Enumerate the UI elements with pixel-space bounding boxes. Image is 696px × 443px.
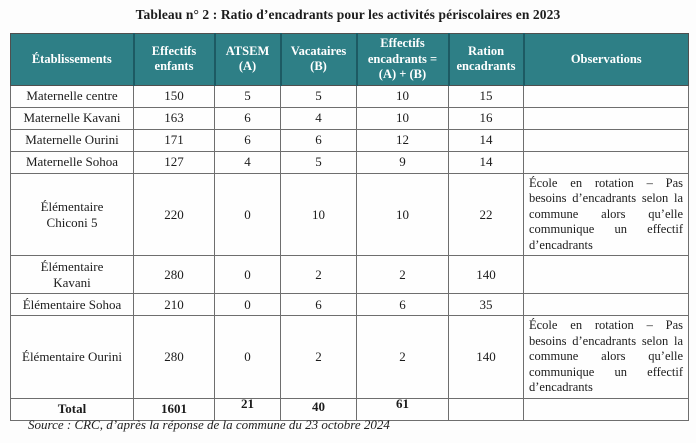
table-row: Maternelle Kavani 163 6 4 10 16 bbox=[10, 106, 689, 130]
table-row: Élémentaire Ourini 280 0 2 2 140 École e… bbox=[10, 315, 689, 399]
cell-total-ration bbox=[448, 397, 524, 421]
cell-encadrants: 10 bbox=[356, 172, 449, 257]
cell-encadrants: 12 bbox=[356, 128, 449, 152]
cell-observation bbox=[523, 293, 689, 317]
cell-vacataires: 6 bbox=[280, 128, 357, 152]
cell-atsem: 0 bbox=[214, 172, 281, 257]
cell-atsem: 6 bbox=[214, 106, 281, 130]
cell-etablissement: Maternelle Kavani bbox=[10, 106, 134, 130]
cell-vacataires: 2 bbox=[280, 315, 357, 399]
cell-effectifs: 210 bbox=[133, 293, 215, 317]
table-row: Maternelle Ourini 171 6 6 12 14 bbox=[10, 128, 689, 152]
cell-ration: 14 bbox=[448, 128, 524, 152]
cell-atsem: 0 bbox=[214, 293, 281, 317]
cell-ration: 35 bbox=[448, 293, 524, 317]
cell-encadrants: 2 bbox=[356, 315, 449, 399]
cell-effectifs: 280 bbox=[133, 315, 215, 399]
cell-etablissement: Élémentaire Chiconi 5 bbox=[10, 172, 134, 257]
table-row-total: Total 1601 21 40 61 bbox=[10, 396, 689, 421]
cell-effectifs: 171 bbox=[133, 128, 215, 152]
column-header-effectifs-encadrants: Effectifs encadrants = (A) + (B) bbox=[355, 33, 449, 86]
column-header-atsem: ATSEM (A) bbox=[213, 33, 281, 86]
cell-ration: 140 bbox=[448, 315, 524, 399]
cell-etablissement: Maternelle Sohoa bbox=[10, 150, 134, 174]
cell-observation bbox=[523, 128, 689, 152]
cell-encadrants: 9 bbox=[356, 150, 449, 174]
cell-effectifs: 163 bbox=[133, 106, 215, 130]
cell-vacataires: 4 bbox=[280, 106, 357, 130]
cell-etablissement: Élémentaire Ourini bbox=[10, 315, 134, 399]
column-header-observations: Observations bbox=[522, 33, 689, 86]
cell-effectifs: 150 bbox=[133, 84, 215, 108]
cell-atsem: 5 bbox=[214, 84, 281, 108]
cell-observation bbox=[523, 84, 689, 108]
cell-effectifs: 220 bbox=[133, 172, 215, 257]
cell-ration: 16 bbox=[448, 106, 524, 130]
cell-etablissement: Maternelle Ourini bbox=[10, 128, 134, 152]
cell-etablissement: Élémentaire Kavani bbox=[10, 255, 134, 295]
cell-atsem: 6 bbox=[214, 128, 281, 152]
cell-observation bbox=[523, 106, 689, 130]
cell-total-observation bbox=[523, 397, 689, 421]
cell-total-vacataires: 40 bbox=[280, 397, 357, 421]
cell-effectifs: 280 bbox=[133, 255, 215, 295]
cell-atsem: 0 bbox=[214, 315, 281, 399]
table-row: Maternelle Sohoa 127 4 5 9 14 bbox=[10, 150, 689, 174]
cell-vacataires: 6 bbox=[280, 293, 357, 317]
cell-atsem: 0 bbox=[214, 255, 281, 295]
cell-ration: 15 bbox=[448, 84, 524, 108]
cell-observation: École en rotation – Pas besoins d’encadr… bbox=[523, 172, 689, 257]
cell-observation bbox=[523, 150, 689, 174]
cell-ration: 140 bbox=[448, 255, 524, 295]
header-row: Établissements Effectifs enfants ATSEM (… bbox=[10, 33, 689, 86]
cell-vacataires: 2 bbox=[280, 255, 357, 295]
cell-ration: 22 bbox=[448, 172, 524, 257]
table-row: Élémentaire Chiconi 5 220 0 10 10 22 Éco… bbox=[10, 172, 689, 257]
cell-ration: 14 bbox=[448, 150, 524, 174]
cell-encadrants: 2 bbox=[356, 255, 449, 295]
cell-observation bbox=[523, 255, 689, 295]
table-row: Élémentaire Kavani 280 0 2 2 140 bbox=[10, 255, 689, 295]
column-header-effectifs-enfants: Effectifs enfants bbox=[132, 33, 215, 86]
cell-total-label: Total bbox=[10, 397, 134, 421]
cell-total-atsem: 21 bbox=[214, 396, 281, 421]
table-row: Maternelle centre 150 5 5 10 15 bbox=[10, 84, 689, 108]
cell-vacataires: 5 bbox=[280, 150, 357, 174]
cell-etablissement: Maternelle centre bbox=[10, 84, 134, 108]
cell-encadrants: 10 bbox=[356, 106, 449, 130]
cell-vacataires: 10 bbox=[280, 172, 357, 257]
table-title: Tableau n° 2 : Ratio d’encadrants pour l… bbox=[135, 7, 561, 22]
ratio-table: Établissements Effectifs enfants ATSEM (… bbox=[10, 33, 689, 421]
cell-observation: École en rotation – Pas besoins d’encadr… bbox=[523, 315, 689, 399]
cell-encadrants: 10 bbox=[356, 84, 449, 108]
cell-etablissement: Élémentaire Sohoa bbox=[10, 293, 134, 317]
cell-total-effectifs: 1601 bbox=[133, 397, 215, 421]
cell-vacataires: 5 bbox=[280, 84, 357, 108]
column-header-etablissements: Établissements bbox=[10, 33, 134, 86]
source-note: Source : CRC, d’après la réponse de la c… bbox=[28, 417, 390, 432]
table-row: Élémentaire Sohoa 210 0 6 6 35 bbox=[10, 293, 689, 317]
column-header-vacataires: Vacataires (B) bbox=[279, 33, 357, 86]
table-header: Établissements Effectifs enfants ATSEM (… bbox=[10, 33, 689, 86]
column-header-ration-encadrants: Ration encadrants bbox=[447, 33, 524, 86]
cell-total-encadrants: 61 bbox=[356, 396, 449, 421]
cell-atsem: 4 bbox=[214, 150, 281, 174]
cell-encadrants: 6 bbox=[356, 293, 449, 317]
cell-effectifs: 127 bbox=[133, 150, 215, 174]
